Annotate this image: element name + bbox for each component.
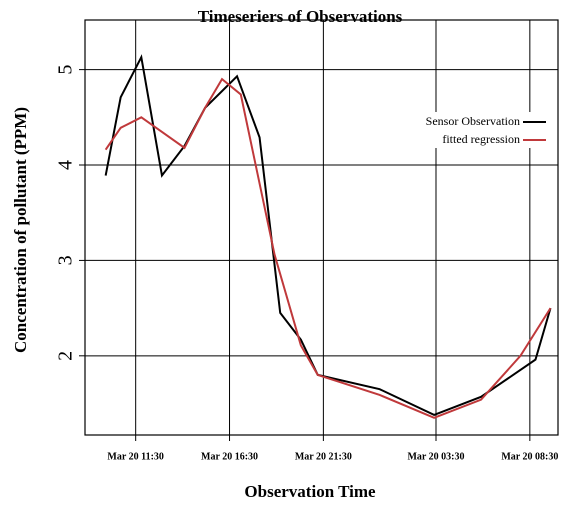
plot-frame (84, 19, 559, 436)
x-tick-label: Mar 20 08:30 (501, 451, 558, 462)
y-tick-label: 2 (55, 351, 77, 361)
chart-title: Timeseriers of Observations (198, 7, 403, 26)
y-tick-label: 4 (55, 160, 77, 170)
x-tick-label: Mar 20 21:30 (295, 451, 352, 462)
y-tick-label: 3 (55, 255, 77, 265)
x-axis-label: Observation Time (244, 482, 376, 501)
series-line (104, 77, 552, 419)
legend-box (398, 112, 552, 148)
x-tick-label: Mar 20 11:30 (107, 451, 163, 462)
x-tick-label: Mar 20 03:30 (407, 451, 464, 462)
legend-label: Sensor Observation (426, 114, 520, 128)
series-line (104, 54, 552, 417)
y-axis-label: Concentration of pollutant (PPM) (11, 107, 30, 353)
x-tick-label: Mar 20 16:30 (201, 451, 258, 462)
y-tick-label: 5 (55, 65, 77, 75)
legend-label: fitted regression (442, 132, 520, 146)
